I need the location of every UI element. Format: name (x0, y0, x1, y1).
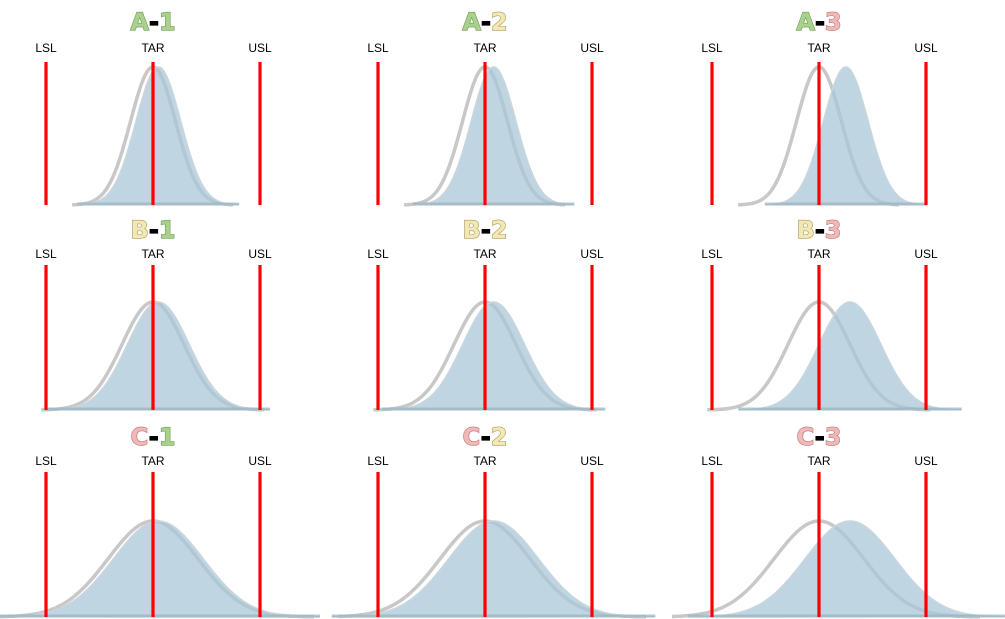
title-dash: - (149, 8, 159, 36)
lsl-label: LSL (367, 454, 389, 468)
panel-title: C-3 (797, 423, 842, 451)
tar-label: TAR (807, 247, 830, 261)
usl-label: USL (248, 41, 272, 55)
col-number: 3 (825, 423, 842, 451)
lsl-label: LSL (35, 454, 57, 468)
panel-A-2: A-2 LSL TAR USL (367, 7, 604, 207)
usl-label: USL (248, 247, 272, 261)
tar-label: TAR (473, 454, 496, 468)
title-dash: - (481, 8, 491, 36)
usl-label: USL (580, 454, 604, 468)
panel-title: B-1 (131, 216, 176, 244)
col-number: 2 (491, 216, 508, 244)
tar-label: TAR (141, 454, 164, 468)
panel-A-1: A-1 LSL TAR USL (35, 7, 272, 207)
actual-distribution-curve (738, 301, 962, 411)
tar-label: TAR (807, 454, 830, 468)
usl-label: USL (914, 454, 938, 468)
panel-title: C-2 (463, 423, 508, 451)
usl-label: USL (914, 41, 938, 55)
actual-distribution-curve (381, 301, 605, 411)
title-dash: - (815, 8, 825, 36)
title-dash: - (815, 423, 825, 451)
row-letter: A (130, 8, 149, 36)
panel-title: B-3 (797, 216, 842, 244)
row-letter: A (462, 8, 481, 36)
col-number: 3 (825, 216, 842, 244)
actual-distribution-curve (412, 66, 574, 206)
lsl-label: LSL (35, 41, 57, 55)
panel-A-3: A-3 LSL TAR USL (701, 7, 938, 207)
col-number: 1 (159, 423, 176, 451)
col-number: 3 (825, 8, 842, 36)
actual-distribution-curve (77, 66, 239, 206)
lsl-label: LSL (367, 41, 389, 55)
title-dash: - (481, 216, 491, 244)
usl-label: USL (580, 41, 604, 55)
usl-label: USL (248, 454, 272, 468)
row-letter: C (131, 423, 149, 451)
row-letter: B (463, 216, 481, 244)
tar-label: TAR (473, 41, 496, 55)
panel-title: A-2 (462, 8, 507, 36)
lsl-label: LSL (701, 41, 723, 55)
row-letter: A (796, 8, 815, 36)
panel-B-1: B-1 LSL TAR USL (35, 215, 272, 412)
panel-C-3: C-3 LSL TAR USL (672, 422, 1005, 619)
title-dash: - (149, 423, 159, 451)
usl-label: USL (914, 247, 938, 261)
row-letter: B (131, 216, 149, 244)
lsl-label: LSL (701, 454, 723, 468)
usl-label: USL (580, 247, 604, 261)
tar-label: TAR (807, 41, 830, 55)
panel-B-3: B-3 LSL TAR USL (701, 215, 962, 412)
title-dash: - (149, 216, 159, 244)
panel-C-2: C-2 LSL TAR USL (331, 422, 656, 619)
actual-distribution-curve (46, 301, 270, 411)
col-number: 1 (159, 8, 176, 36)
row-letter: C (797, 423, 815, 451)
panel-title: C-1 (131, 423, 176, 451)
tar-label: TAR (141, 41, 164, 55)
panel-C-1: C-1 LSL TAR USL (0, 422, 321, 619)
panel-title: B-2 (463, 216, 508, 244)
tar-label: TAR (141, 247, 164, 261)
title-dash: - (815, 216, 825, 244)
col-number: 2 (491, 8, 508, 36)
title-dash: - (481, 423, 491, 451)
lsl-label: LSL (701, 247, 723, 261)
row-letter: C (463, 423, 481, 451)
actual-distribution-curve (0, 520, 321, 618)
tar-label: TAR (473, 247, 496, 261)
actual-distribution-curve (331, 520, 655, 618)
actual-distribution-curve (764, 66, 926, 206)
row-letter: B (797, 216, 815, 244)
panel-B-2: B-2 LSL TAR USL (367, 215, 606, 412)
col-number: 2 (491, 423, 508, 451)
lsl-label: LSL (35, 247, 57, 261)
col-number: 1 (159, 216, 176, 244)
panel-title: A-3 (796, 8, 841, 36)
actual-distribution-curve (688, 520, 1005, 618)
panel-title: A-1 (130, 8, 175, 36)
lsl-label: LSL (367, 247, 389, 261)
